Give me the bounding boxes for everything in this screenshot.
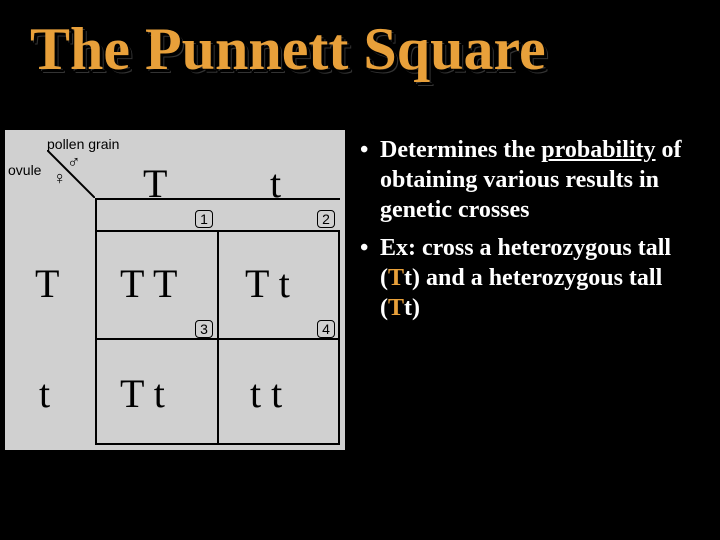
col-header: T bbox=[143, 160, 167, 207]
cell-genotype: t t bbox=[250, 370, 282, 417]
list-item: • Ex: cross a heterozygous tall (Tt) and… bbox=[360, 233, 700, 323]
row-header: t bbox=[39, 370, 50, 417]
cell-number: 2 bbox=[317, 210, 335, 228]
grid-line bbox=[217, 230, 219, 445]
text-span: Determines the bbox=[380, 137, 541, 163]
bullet-text: Determines the probability of obtaining … bbox=[380, 135, 700, 225]
allele-recessive: t bbox=[404, 265, 412, 291]
cell-genotype: T t bbox=[245, 260, 290, 307]
text-span: ) and a heterozygous tall ( bbox=[380, 265, 662, 321]
bullet-icon: • bbox=[360, 233, 380, 323]
cell-number: 4 bbox=[317, 320, 335, 338]
page-title: The Punnett Square bbox=[30, 15, 546, 84]
diagonal-line bbox=[47, 150, 95, 198]
cell-number: 3 bbox=[195, 320, 213, 338]
title-container: The Punnett Square The Punnett Square bbox=[0, 0, 720, 120]
bullet-list: • Determines the probability of obtainin… bbox=[360, 130, 700, 450]
list-item: • Determines the probability of obtainin… bbox=[360, 135, 700, 225]
allele-dominant: T bbox=[388, 295, 404, 321]
bullet-text: Ex: cross a heterozygous tall (Tt) and a… bbox=[380, 233, 700, 323]
ovule-label: ovule bbox=[8, 162, 41, 178]
grid-line bbox=[95, 198, 97, 445]
cell-genotype: T T bbox=[120, 260, 177, 307]
cell-number: 1 bbox=[195, 210, 213, 228]
allele-recessive: t bbox=[404, 295, 412, 321]
col-header: t bbox=[270, 160, 281, 207]
allele-dominant: T bbox=[388, 265, 404, 291]
grid-line bbox=[338, 230, 340, 445]
bullet-icon: • bbox=[360, 135, 380, 225]
content-row: pollen grain ovule ♂ ♀ T t T t 1 2 3 4 T… bbox=[0, 120, 720, 450]
grid-line bbox=[95, 198, 340, 200]
cell-genotype: T t bbox=[120, 370, 165, 417]
row-header: T bbox=[35, 260, 59, 307]
punnett-diagram: pollen grain ovule ♂ ♀ T t T t 1 2 3 4 T… bbox=[5, 130, 345, 450]
text-span: ) bbox=[412, 295, 420, 321]
underlined-word: probability bbox=[541, 137, 655, 163]
